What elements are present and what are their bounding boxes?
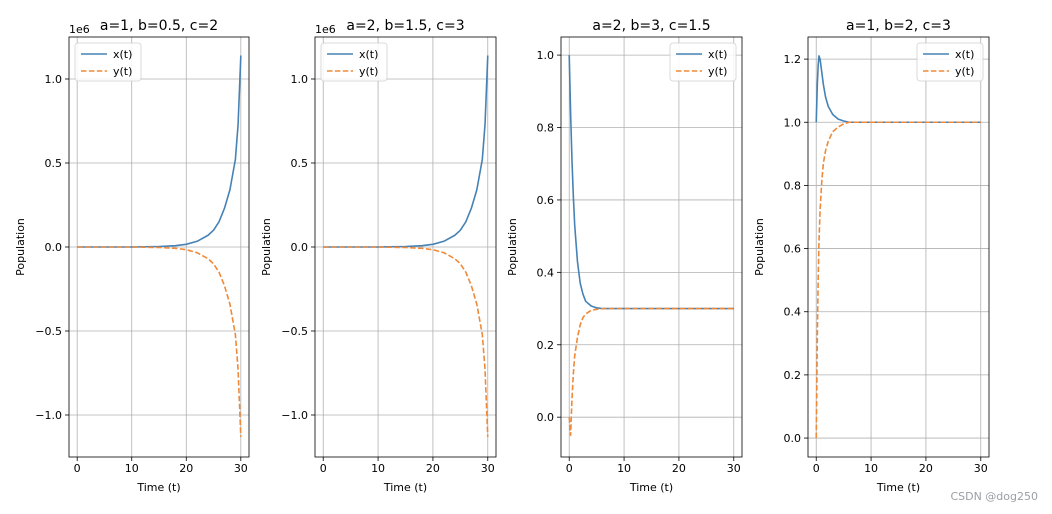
y-tick-label: 0.4: [784, 306, 802, 319]
y-axis-label: Population: [506, 218, 519, 276]
legend-label-y: y(t): [708, 65, 727, 78]
grid: [561, 37, 742, 457]
plot-lines: [323, 55, 489, 437]
y-axis-label: Population: [753, 218, 766, 276]
subplot-3: 0 10 20 30 0.0 0.2 0.4 0.6 0.8 1.0 a=2, b=3, c=1.5…: [506, 18, 743, 494]
legend-label-y: y(t): [955, 65, 974, 78]
x-tick-label: 30: [727, 462, 741, 475]
y-tick-label: 0.4: [537, 266, 555, 279]
x-axis-label: Time (t): [629, 481, 673, 494]
y-tick-label: 1.0: [291, 73, 309, 86]
plot-lines: [568, 55, 734, 437]
series-line-y: [568, 307, 734, 437]
x-axis-label: Time (t): [383, 481, 427, 494]
y-axis-label: Population: [260, 218, 273, 276]
x-tick-label: 20: [179, 462, 193, 475]
subplot-1: 0 10 20 30 −1.0 −0.5 0.0 0.5 1.0 a=1, b=0.5, c=2 T…: [14, 18, 250, 494]
subplot-title: a=2, b=3, c=1.5: [592, 18, 710, 34]
y-tick-label: 0.8: [537, 122, 555, 135]
series-line-y: [77, 246, 242, 437]
x-tick-label: 10: [617, 462, 631, 475]
x-tick-label: 0: [566, 462, 573, 475]
y-axis-label: Population: [14, 218, 27, 276]
legend-label-y: y(t): [113, 65, 132, 78]
series-line-x: [568, 55, 734, 310]
y-tick-label: 0.0: [537, 411, 555, 424]
legend-label-x: x(t): [955, 48, 974, 61]
y-tick-label: 0.0: [784, 432, 802, 445]
offset-text: 1e6: [69, 23, 90, 36]
x-tick-label: 30: [974, 462, 988, 475]
legend: x(t) y(t): [74, 42, 142, 82]
y-tick-label: 0.0: [291, 241, 309, 254]
grid: [808, 37, 989, 457]
series-line-x: [323, 55, 489, 248]
y-tick-label: 0.0: [45, 241, 63, 254]
x-axis-label: Time (t): [136, 481, 180, 494]
x-tick-label: 10: [371, 462, 385, 475]
y-tick-label: 1.0: [537, 49, 555, 62]
x-tick-label: 0: [813, 462, 820, 475]
y-tick-label: 1.0: [784, 116, 802, 129]
y-tick-label: 0.6: [784, 243, 802, 256]
legend-label-x: x(t): [113, 48, 132, 61]
x-axis-label: Time (t): [876, 481, 920, 494]
x-tick-label: 0: [320, 462, 327, 475]
legend: x(t) y(t): [320, 42, 388, 82]
subplot-2: 0 10 20 30 −1.0 −0.5 0.0 0.5 1.0 a=2, b=1.5, c=3 T…: [260, 18, 497, 494]
y-tick-label: −1.0: [281, 409, 308, 422]
axes-frame: [807, 36, 990, 458]
y-tick-label: 1.2: [784, 53, 802, 66]
x-tick-label: 30: [481, 462, 495, 475]
legend-label-y: y(t): [359, 65, 378, 78]
x-tick-label: 0: [74, 462, 81, 475]
y-tick-label: −1.0: [35, 409, 62, 422]
y-tick-label: 0.2: [537, 339, 555, 352]
legend-label-x: x(t): [359, 48, 378, 61]
subplot-4: 0 10 20 30 0.0 0.2 0.4 0.6 0.8 1.0 1.2 a=1, b=2, c=…: [753, 18, 990, 494]
subplot-title: a=1, b=2, c=3: [846, 18, 951, 34]
y-tick-label: 0.6: [537, 194, 555, 207]
y-tick-label: 0.8: [784, 179, 802, 192]
subplot-title: a=1, b=0.5, c=2: [100, 18, 218, 34]
y-tick-label: 0.5: [291, 157, 309, 170]
x-tick-label: 10: [864, 462, 878, 475]
subplot-title: a=2, b=1.5, c=3: [346, 18, 464, 34]
x-tick-label: 20: [672, 462, 686, 475]
legend: x(t) y(t): [916, 42, 984, 82]
series-line-x: [77, 55, 242, 248]
plot-lines: [77, 55, 242, 437]
series-line-y: [815, 121, 981, 439]
x-tick-label: 20: [426, 462, 440, 475]
offset-text: 1e6: [315, 23, 336, 36]
y-tick-label: −0.5: [35, 325, 62, 338]
legend-label-x: x(t): [708, 48, 727, 61]
x-tick-label: 20: [919, 462, 933, 475]
grid: [69, 37, 249, 457]
y-tick-label: −0.5: [281, 325, 308, 338]
y-tick-label: 0.2: [784, 369, 802, 382]
x-tick-label: 10: [125, 462, 139, 475]
legend: x(t) y(t): [669, 42, 737, 82]
series-line-y: [323, 246, 489, 437]
x-tick-label: 30: [234, 462, 248, 475]
axes-frame: [560, 36, 743, 458]
y-tick-label: 0.5: [45, 157, 63, 170]
y-tick-label: 1.0: [45, 73, 63, 86]
watermark: CSDN @dog250: [950, 490, 1038, 503]
plot-lines: [815, 55, 981, 439]
